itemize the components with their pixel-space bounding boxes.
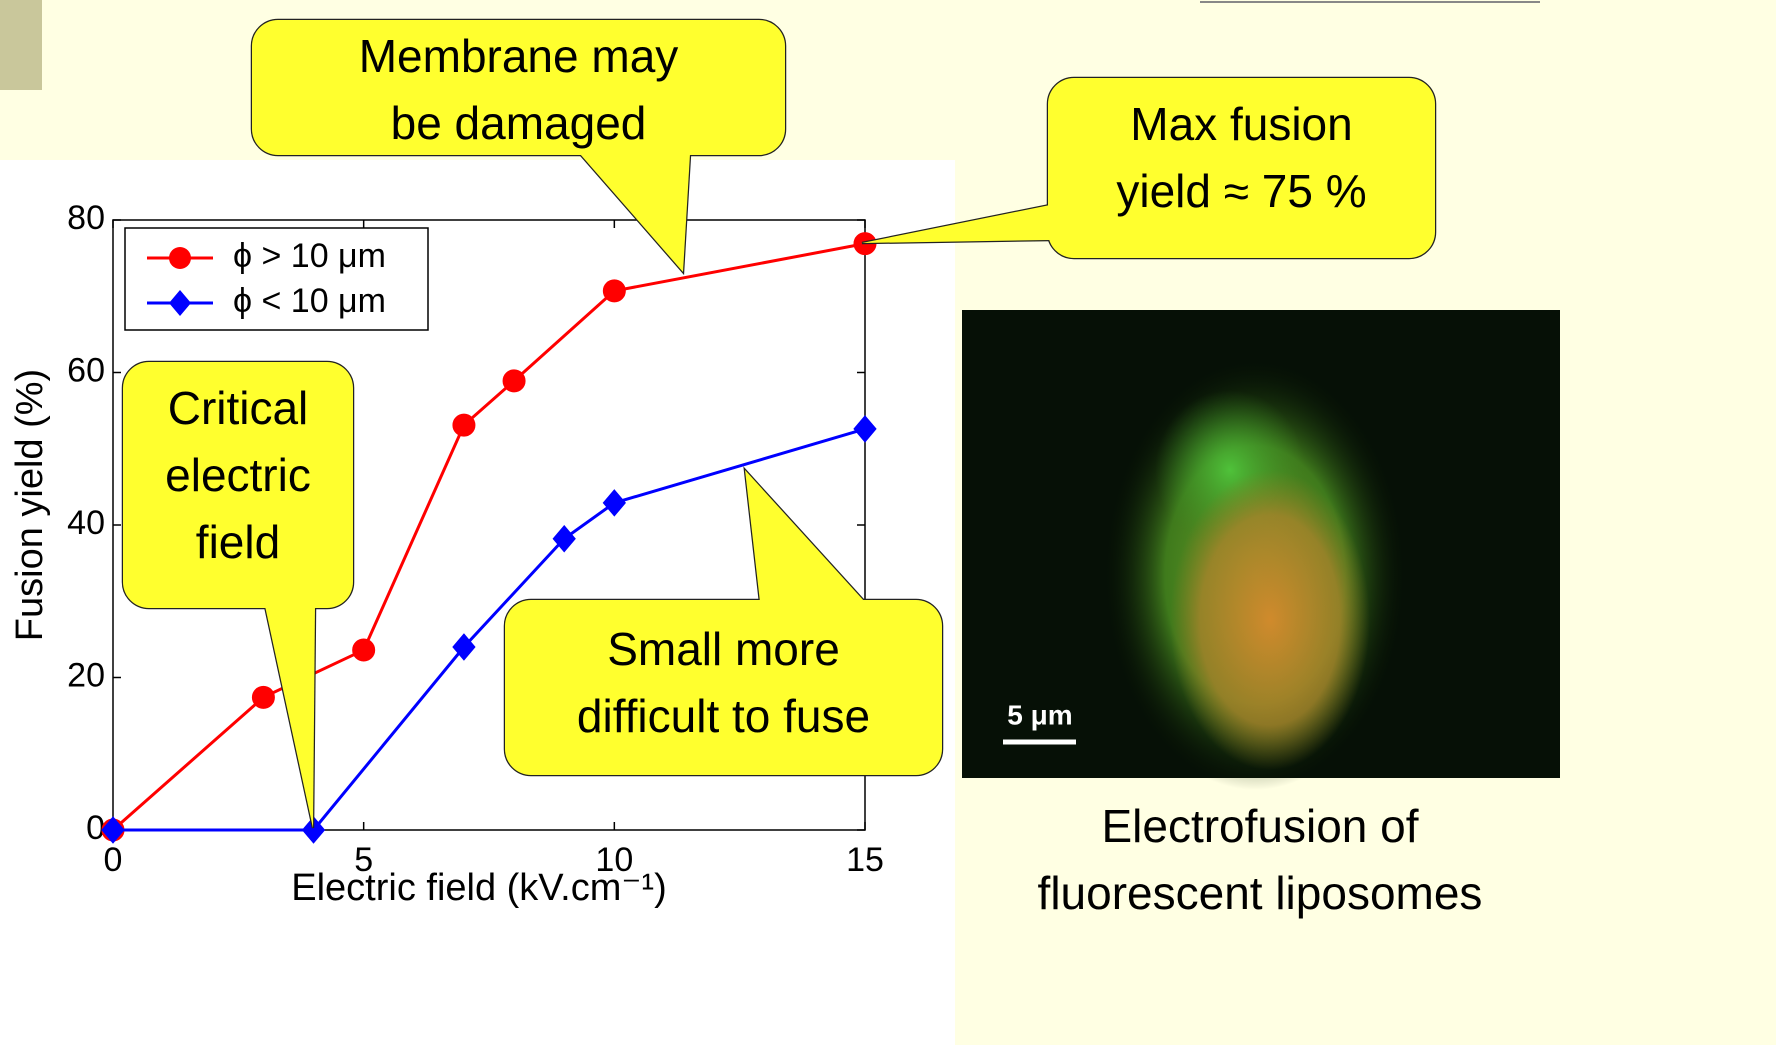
y-tick-label: 20 xyxy=(67,656,105,694)
callout-text: Max fusion xyxy=(1130,98,1352,150)
callout-text: difficult to fuse xyxy=(577,690,870,742)
callout-text: electric xyxy=(165,449,311,501)
callout-text: Critical xyxy=(168,382,309,434)
x-tick-label: 15 xyxy=(846,841,884,879)
y-tick-label: 80 xyxy=(67,199,105,237)
data-point xyxy=(453,414,475,436)
callout-text: be damaged xyxy=(391,97,647,149)
data-point xyxy=(353,639,375,661)
legend-label: ϕ < 10 μm xyxy=(233,282,386,320)
legend-marker xyxy=(169,247,191,269)
y-tick-label: 60 xyxy=(67,351,105,389)
callout-text: yield ≈ 75 % xyxy=(1116,165,1366,217)
callout-text: Membrane may xyxy=(359,30,679,82)
caption-line: Electrofusion of xyxy=(1101,800,1418,852)
legend-label: ϕ > 10 μm xyxy=(233,237,386,275)
blob-orange xyxy=(1170,470,1370,770)
x-tick-label: 0 xyxy=(104,841,123,879)
y-tick-label: 40 xyxy=(67,504,105,542)
scale-label: 5 μm xyxy=(1007,699,1072,730)
slide: 5 μm Electrofusion of fluorescent liposo… xyxy=(0,0,1776,1045)
micrograph: 5 μm xyxy=(962,310,1560,790)
data-point xyxy=(252,686,274,708)
data-point xyxy=(503,370,525,392)
page: {"chart_data": {"type": "line", "x_label… xyxy=(0,0,1776,1045)
callout-text: field xyxy=(196,516,280,568)
corner-block xyxy=(0,0,42,90)
callout-text: Small more xyxy=(607,623,840,675)
caption-line: fluorescent liposomes xyxy=(1038,867,1483,919)
y-axis-label: Fusion yield (%) xyxy=(9,369,51,641)
x-axis-label: Electric field (kV.cm⁻¹) xyxy=(291,867,667,909)
data-point xyxy=(603,280,625,302)
